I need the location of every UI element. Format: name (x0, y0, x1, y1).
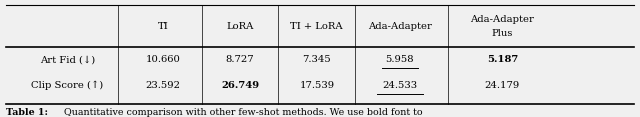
Text: 24.533: 24.533 (383, 81, 417, 90)
Text: 23.592: 23.592 (146, 81, 180, 90)
Text: Ada-Adapter: Ada-Adapter (470, 15, 534, 24)
Text: 8.727: 8.727 (226, 55, 254, 64)
Text: Art Fid (↓): Art Fid (↓) (40, 55, 95, 64)
Text: 10.660: 10.660 (146, 55, 180, 64)
Text: Plus: Plus (492, 29, 513, 38)
Text: 5.187: 5.187 (487, 55, 518, 64)
Text: 17.539: 17.539 (300, 81, 334, 90)
Text: 5.958: 5.958 (386, 55, 414, 64)
Text: Table 1:: Table 1: (6, 108, 49, 117)
Text: TI: TI (158, 22, 168, 31)
Text: TI + LoRA: TI + LoRA (291, 22, 343, 31)
Text: 24.179: 24.179 (484, 81, 520, 90)
Text: Clip Score (↑): Clip Score (↑) (31, 81, 103, 90)
Text: Quantitative comparison with other few-shot methods. We use bold font to: Quantitative comparison with other few-s… (61, 108, 422, 117)
Text: 26.749: 26.749 (221, 81, 259, 90)
Text: LoRA: LoRA (227, 22, 253, 31)
Text: 7.345: 7.345 (303, 55, 331, 64)
Text: Ada-Adapter: Ada-Adapter (368, 22, 432, 31)
